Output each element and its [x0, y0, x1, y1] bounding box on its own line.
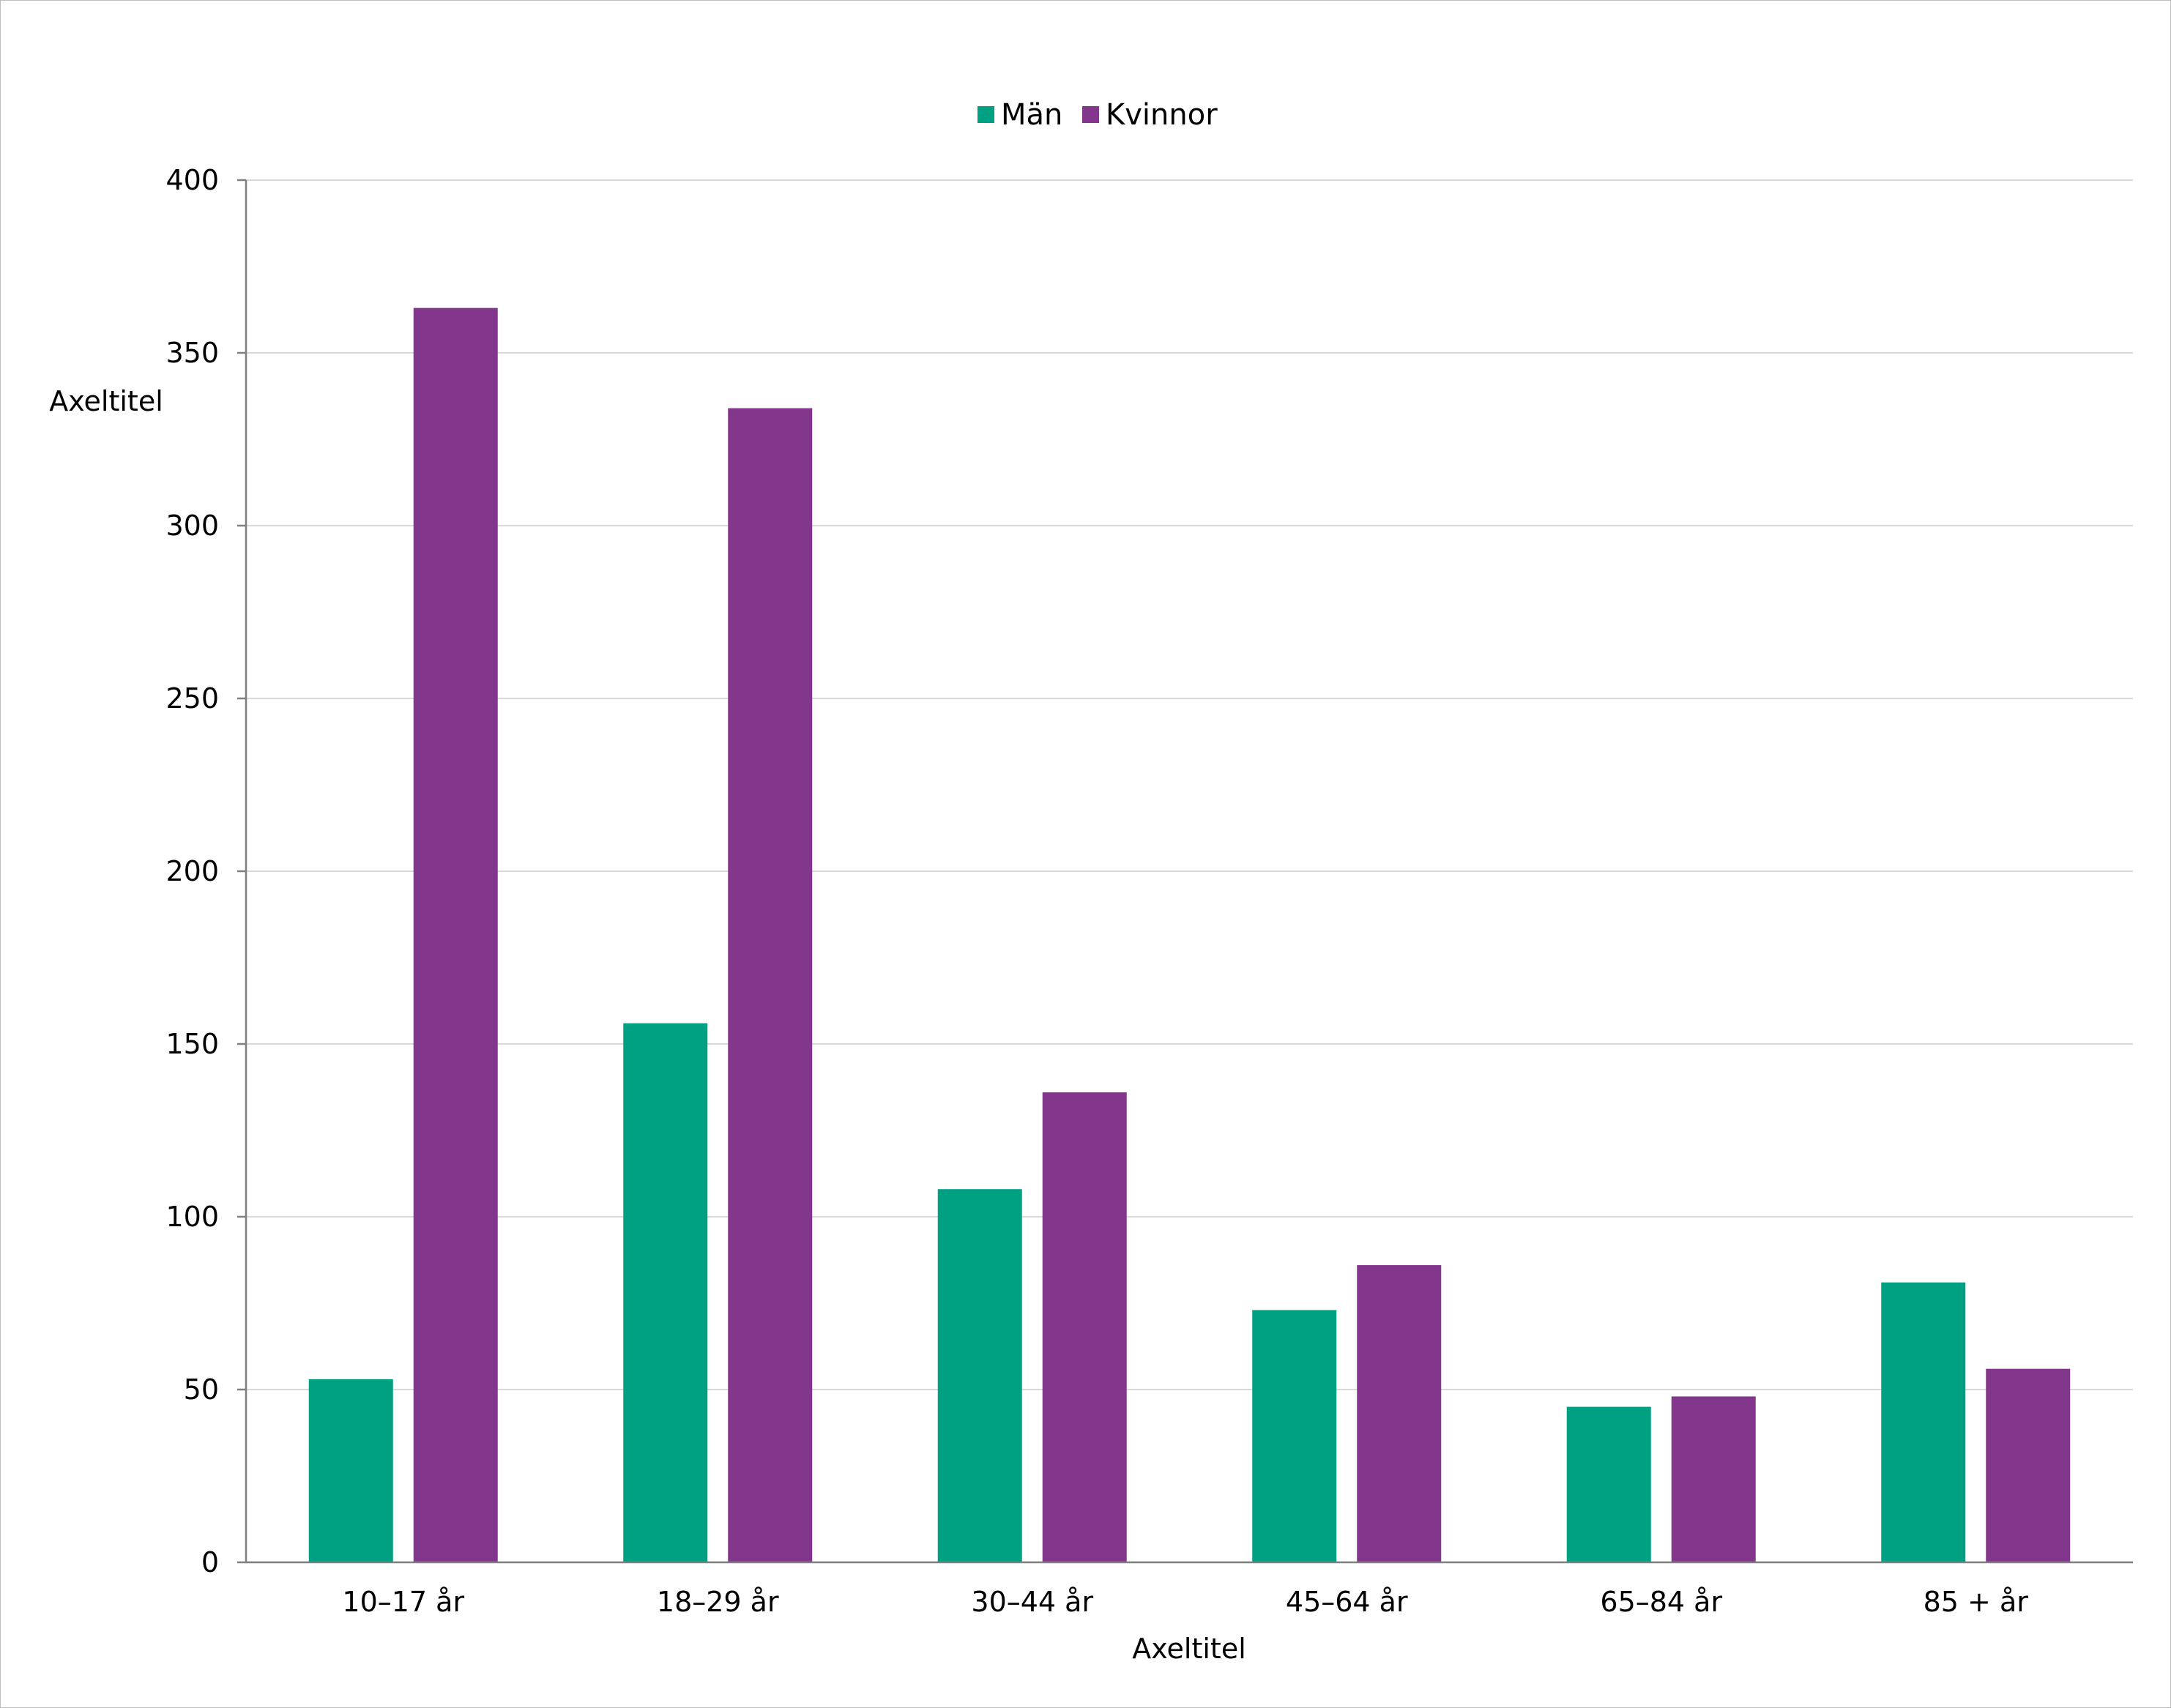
y-tick-label: 0 — [201, 1546, 219, 1578]
legend-swatch — [1082, 106, 1099, 123]
y-tick-label: 200 — [165, 855, 219, 887]
bars — [308, 307, 2071, 1562]
bar-m-n-2 — [937, 1189, 1022, 1562]
y-tick-label: 300 — [165, 510, 219, 542]
bar-m-n-3 — [1252, 1310, 1337, 1562]
gridlines — [246, 179, 2133, 1390]
bar-kvinnor-0 — [413, 307, 498, 1562]
x-tick-label: 45–64 år — [1286, 1586, 1408, 1618]
y-tick-labels: 0 50 100 150 200 250 300 350 400 — [165, 164, 246, 1578]
y-tick-label: 150 — [165, 1028, 219, 1060]
bar-kvinnor-4 — [1671, 1396, 1756, 1562]
legend-swatch — [977, 106, 994, 123]
x-axis-title: Axeltitel — [1132, 1633, 1246, 1665]
x-tick-labels: 10–17 år 18–29 år 30–44 år 45–64 år 65–84 år… — [342, 1586, 2028, 1618]
legend-label: Kvinnor — [1106, 98, 1218, 132]
y-tick-label: 100 — [165, 1201, 219, 1233]
x-tick-label: 65–84 år — [1600, 1586, 1722, 1618]
bar-m-n-5 — [1881, 1282, 1966, 1562]
x-tick-label: 30–44 år — [971, 1586, 1093, 1618]
bar-kvinnor-1 — [728, 408, 813, 1562]
x-tick-label: 10–17 år — [342, 1586, 464, 1618]
y-tick-label: 350 — [165, 337, 219, 369]
bar-m-n-1 — [623, 1023, 708, 1562]
x-tick-label: 85 + år — [1924, 1586, 2029, 1618]
legend-label: Män — [1001, 98, 1062, 132]
bar-m-n-4 — [1566, 1406, 1651, 1562]
bar-kvinnor-3 — [1357, 1265, 1442, 1562]
y-tick-label: 50 — [184, 1373, 219, 1406]
y-axis-title: Axeltitel — [49, 385, 163, 417]
bar-kvinnor-2 — [1042, 1092, 1127, 1562]
legend: Män Kvinnor — [977, 98, 1218, 132]
y-tick-label: 400 — [165, 164, 219, 196]
bar-m-n-0 — [308, 1379, 393, 1562]
x-tick-label: 18–29 år — [657, 1586, 779, 1618]
bar-kvinnor-5 — [1986, 1368, 2071, 1562]
y-tick-label: 250 — [165, 682, 219, 715]
